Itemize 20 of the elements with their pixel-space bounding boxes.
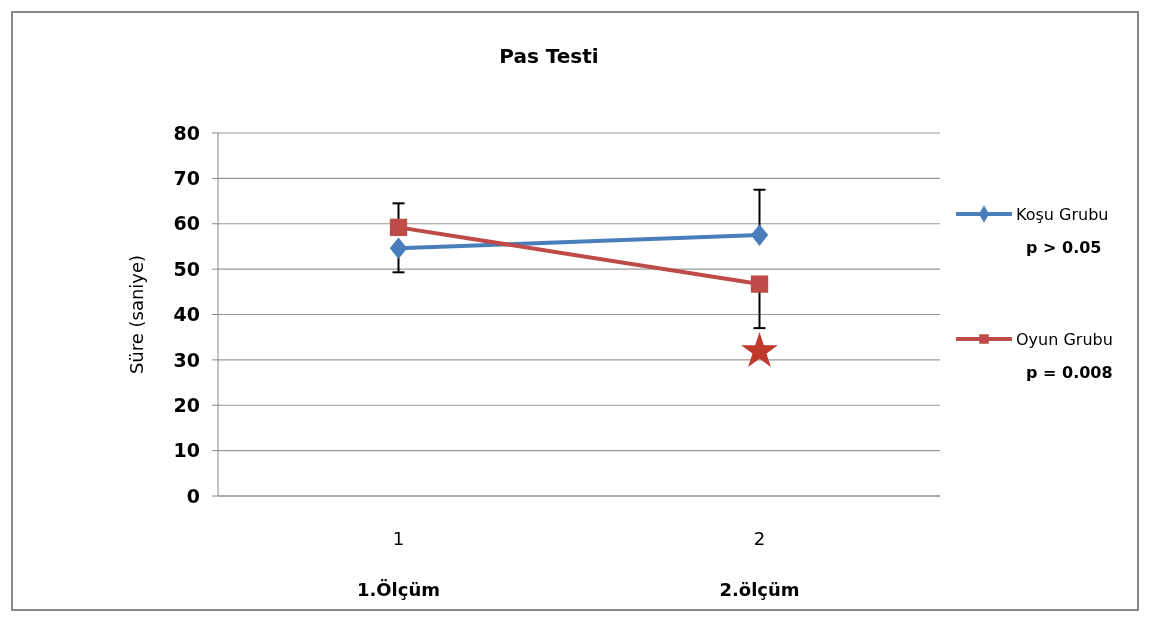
text: p = 0.008 [1026,362,1113,382]
y-axis-title: Süre (saniye) [126,254,147,375]
y-tick-label: 40 [173,303,200,326]
y-tick-label: 0 [186,484,200,507]
y-tick-label: 70 [173,167,200,190]
chart-title: Pas Testi [499,44,599,68]
y-tick-label: 60 [173,212,200,235]
text: 2.ölçüm [719,579,800,600]
x-tick-label: 1 [392,528,405,549]
y-tick-label: 50 [173,257,200,280]
y-tick-label: 20 [173,393,200,416]
x-tick-label: 2 [753,528,766,549]
text: 1.Ölçüm [356,579,441,600]
y-tick-label: 10 [173,439,200,462]
y-tick-label: 80 [173,121,200,144]
y-tick-label: 30 [173,348,200,371]
legend-label: Koşu Grubu [1016,204,1109,224]
point [750,275,769,293]
legend-label: Oyun Grubu [1016,329,1113,349]
text: p > 0.05 [1026,237,1102,257]
